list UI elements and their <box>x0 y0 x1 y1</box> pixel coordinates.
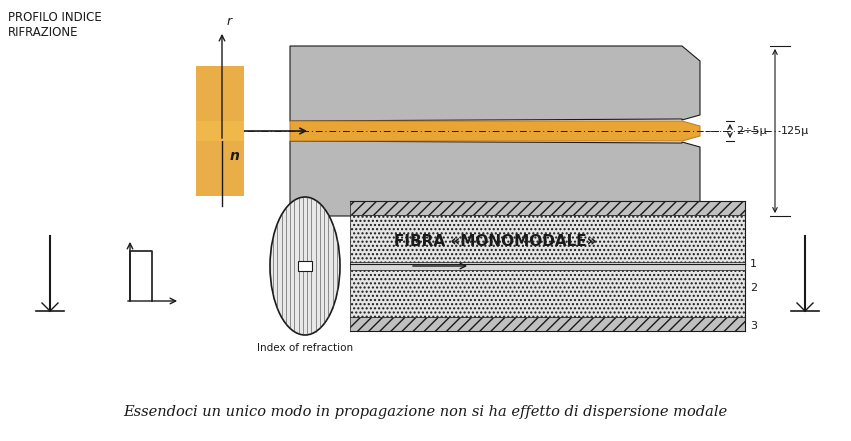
Bar <box>350 215 745 317</box>
Text: Essendoci un unico modo in propagazione non si ha effetto di dispersione modale: Essendoci un unico modo in propagazione … <box>123 405 727 419</box>
Bar <box>298 261 312 271</box>
Text: 2÷5μ: 2÷5μ <box>736 126 767 136</box>
Polygon shape <box>290 121 700 141</box>
Text: 125μ: 125μ <box>781 126 809 136</box>
Ellipse shape <box>270 197 340 335</box>
Text: FIBRA «MONOMODALE»: FIBRA «MONOMODALE» <box>394 234 597 249</box>
Bar <box>350 201 745 215</box>
Text: 3: 3 <box>750 321 757 331</box>
Polygon shape <box>290 141 700 216</box>
Polygon shape <box>290 46 700 121</box>
Text: r: r <box>227 15 232 28</box>
Bar <box>196 121 244 141</box>
Text: Index of refraction: Index of refraction <box>257 343 353 353</box>
Bar <box>350 317 745 331</box>
Text: n: n <box>230 149 240 163</box>
Bar <box>350 262 745 270</box>
Text: 1: 1 <box>750 259 757 269</box>
Bar <box>196 66 244 196</box>
Text: PROFILO INDICE
RIFRAZIONE: PROFILO INDICE RIFRAZIONE <box>8 11 102 39</box>
Text: 2: 2 <box>750 283 757 293</box>
